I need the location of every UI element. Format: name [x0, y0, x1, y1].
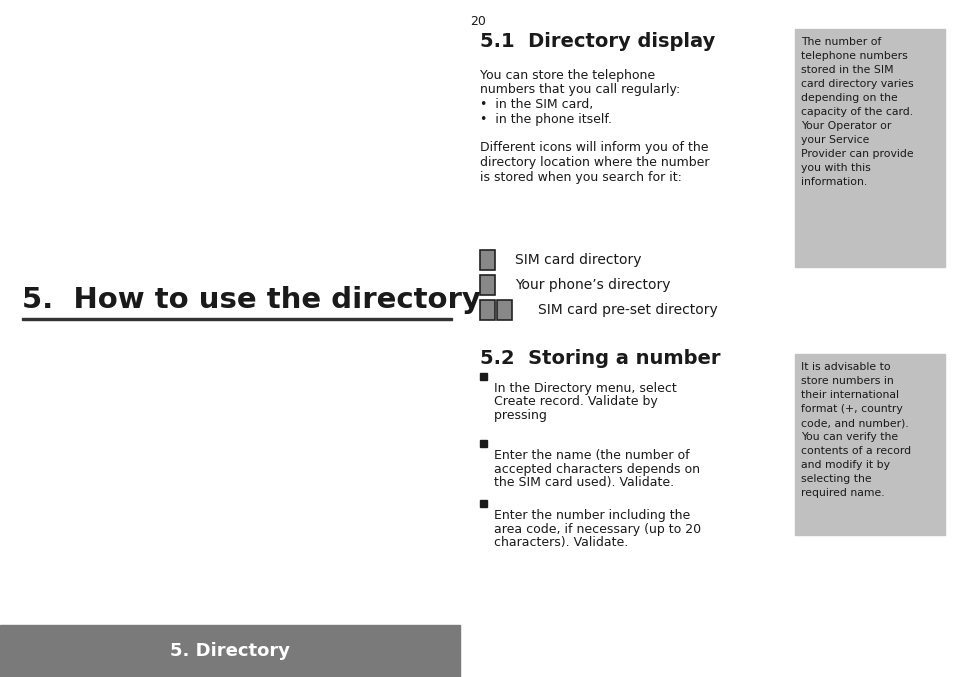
Text: •  in the SIM card,: • in the SIM card, [479, 98, 593, 111]
Text: accepted characters depends on: accepted characters depends on [494, 462, 700, 475]
Bar [497, 300, 512, 320]
Text: 5.2  Storing a number: 5.2 Storing a number [479, 349, 720, 368]
Text: 5.1  Directory display: 5.1 Directory display [479, 32, 715, 51]
Text: you with this: you with this [801, 163, 870, 173]
Text: depending on the: depending on the [801, 93, 897, 103]
Text: •  in the phone itself.: • in the phone itself. [479, 112, 612, 125]
Text: Your Operator or: Your Operator or [801, 121, 890, 131]
Bar [794, 29, 944, 267]
Text: You can verify the: You can verify the [801, 432, 897, 442]
Text: your Service: your Service [801, 135, 868, 145]
Text: directory location where the number: directory location where the number [479, 156, 709, 169]
Text: telephone numbers: telephone numbers [801, 51, 907, 61]
Text: Different icons will inform you of the: Different icons will inform you of the [479, 141, 708, 154]
Bar [479, 500, 486, 507]
Text: 5.  How to use the directory: 5. How to use the directory [22, 286, 480, 314]
Text: is stored when you search for it:: is stored when you search for it: [479, 171, 681, 183]
Text: area code, if necessary (up to 20: area code, if necessary (up to 20 [494, 523, 700, 536]
Bar [22, 318, 452, 320]
Text: 5. Directory: 5. Directory [170, 642, 290, 660]
Bar [479, 373, 486, 380]
Text: Your phone’s directory: Your phone’s directory [515, 278, 670, 292]
Text: Create record. Validate by: Create record. Validate by [494, 395, 657, 408]
Text: pressing: pressing [494, 409, 550, 422]
Text: Provider can provide: Provider can provide [801, 149, 913, 159]
Bar [794, 354, 944, 535]
Text: SIM card pre-set directory: SIM card pre-set directory [537, 303, 717, 317]
Text: their international: their international [801, 390, 898, 400]
Text: SIM card directory: SIM card directory [515, 253, 640, 267]
Bar [479, 440, 486, 447]
Text: 20: 20 [470, 15, 485, 28]
Text: characters). Validate.: characters). Validate. [494, 536, 628, 549]
Text: In the Directory menu, select: In the Directory menu, select [494, 382, 676, 395]
Text: selecting the: selecting the [801, 474, 871, 484]
Bar [479, 300, 495, 320]
Text: numbers that you call regularly:: numbers that you call regularly: [479, 83, 679, 97]
Text: stored in the SIM: stored in the SIM [801, 65, 893, 75]
Text: information.: information. [801, 177, 866, 187]
Text: You can store the telephone: You can store the telephone [479, 69, 655, 82]
Text: capacity of the card.: capacity of the card. [801, 107, 912, 117]
Text: store numbers in: store numbers in [801, 376, 893, 386]
Text: required name.: required name. [801, 488, 883, 498]
Text: The number of: The number of [801, 37, 881, 47]
Text: code, and number).: code, and number). [801, 418, 908, 428]
Bar [479, 275, 495, 295]
Bar [0, 625, 459, 677]
Text: the SIM card used). Validate.: the SIM card used). Validate. [494, 476, 674, 489]
Text: format (+, country: format (+, country [801, 404, 902, 414]
Text: and modify it by: and modify it by [801, 460, 889, 470]
Bar [479, 250, 495, 270]
Text: It is advisable to: It is advisable to [801, 362, 890, 372]
Text: card directory varies: card directory varies [801, 79, 913, 89]
Text: Enter the name (the number of: Enter the name (the number of [494, 449, 689, 462]
Text: Enter the number including the: Enter the number including the [494, 509, 690, 522]
Text: contents of a record: contents of a record [801, 446, 910, 456]
